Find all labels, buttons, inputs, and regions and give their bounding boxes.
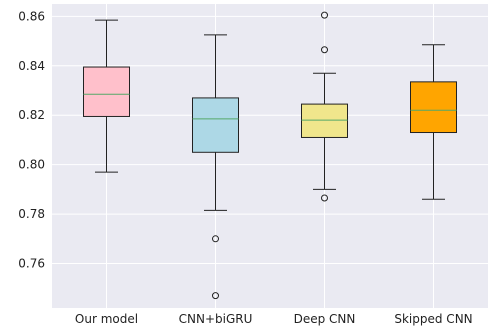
box-1 (192, 34, 239, 300)
x-tick-label: Our model (75, 312, 138, 326)
x-tick-label: Skipped CNN (394, 312, 472, 326)
outlier-point (321, 46, 328, 54)
y-tick-label: 0.78 (18, 207, 45, 221)
x-tick-label: CNN+biGRU (179, 312, 253, 326)
outlier-point (321, 194, 328, 202)
outlier-point (212, 235, 219, 243)
y-tick-label: 0.82 (18, 108, 45, 122)
y-tick-label: 0.76 (18, 257, 45, 271)
box-0 (83, 19, 130, 173)
box-body (192, 97, 239, 153)
box-2 (301, 11, 348, 202)
outlier-point (212, 292, 219, 300)
y-tick-label: 0.80 (18, 158, 45, 172)
plot-area (52, 4, 488, 308)
box-body (410, 81, 457, 134)
box-3 (410, 44, 457, 200)
y-tick-label: 0.86 (18, 9, 45, 23)
x-tick-label: Deep CNN (294, 312, 356, 326)
y-tick-label: 0.84 (18, 59, 45, 73)
box-body (83, 66, 130, 117)
outlier-point (321, 11, 328, 19)
box-body (301, 103, 348, 138)
